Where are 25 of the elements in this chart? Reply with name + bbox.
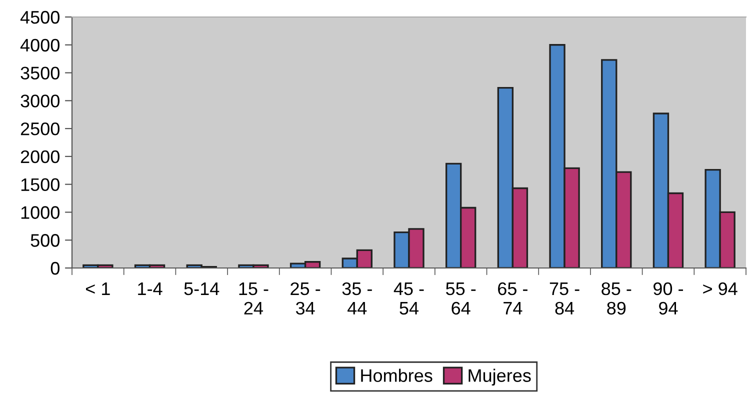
x-tick-label: 35 - 44: [342, 282, 372, 314]
x-tick-label: 90 - 94: [654, 282, 683, 315]
y-tick-label: 0: [50, 262, 60, 275]
legend-label: Hombres: [361, 368, 432, 382]
x-tick-label: 1-4: [138, 282, 162, 295]
y-tick-label: 3000: [20, 94, 60, 108]
y-tick-label: 4000: [20, 38, 60, 52]
y-tick-label: 1000: [21, 206, 60, 219]
y-tick-label: 4500: [20, 10, 60, 24]
y-tick-label: 2500: [20, 122, 60, 136]
x-tick-label: 45 - 54: [394, 282, 424, 315]
x-tick-label: > 94: [703, 282, 738, 296]
y-tick-label: 2000: [20, 150, 60, 164]
x-tick-label: 25 - 34: [290, 282, 320, 315]
y-tick-label: 1500: [21, 178, 60, 192]
y-tick-label: 500: [30, 234, 60, 247]
y-tick-label: 3500: [20, 66, 60, 80]
x-tick-label: 5-14: [184, 282, 220, 296]
x-tick-label: 65 - 74: [498, 282, 528, 314]
x-tick-label: 55 - 64: [446, 282, 476, 315]
x-tick-label: 75 - 84: [550, 282, 580, 315]
x-tick-label: 85 - 89: [602, 282, 632, 315]
legend-label: Mujeres: [468, 368, 531, 386]
x-tick-label: < 1: [86, 282, 110, 295]
x-tick-label: 15 - 24: [239, 282, 268, 314]
